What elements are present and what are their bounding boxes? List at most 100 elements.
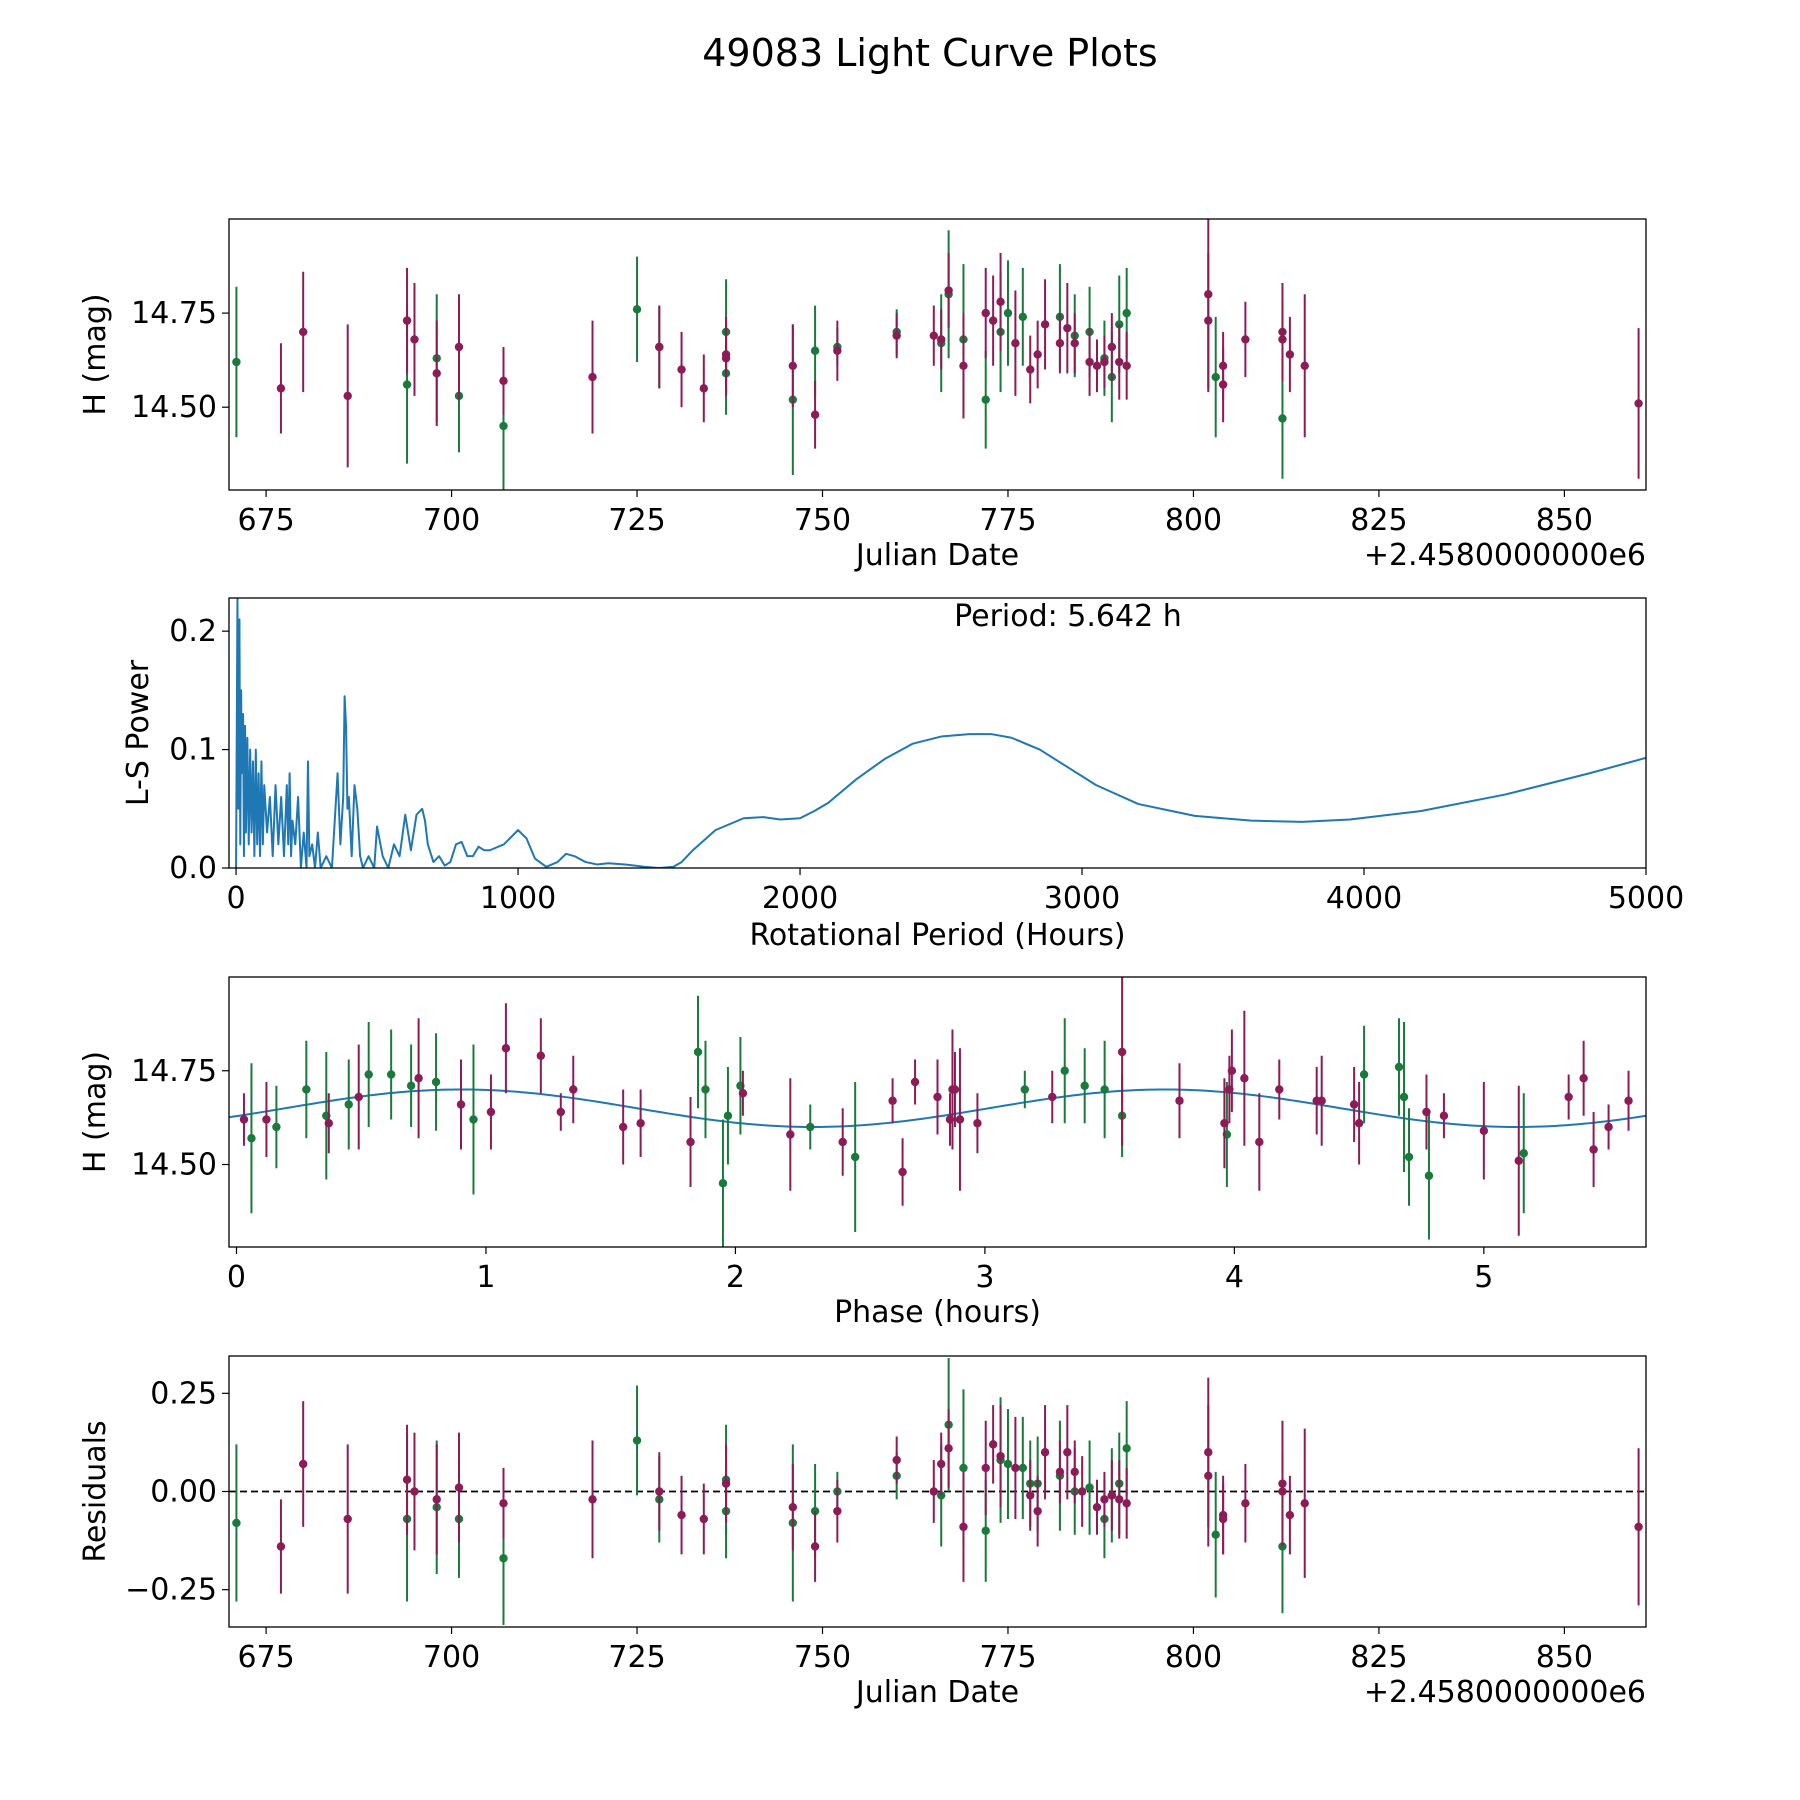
data-point-green — [723, 1111, 733, 1120]
y-tick-label: 0.1 — [169, 733, 217, 768]
data-point-purple — [1040, 1448, 1050, 1457]
data-point-green — [1424, 1171, 1434, 1180]
data-point-green — [232, 357, 241, 367]
y-tick-label: −0.25 — [125, 1573, 217, 1608]
data-point-purple — [1033, 1506, 1042, 1516]
data-point-purple — [298, 1459, 308, 1469]
data-point-purple — [933, 1092, 942, 1102]
x-tick-label: 700 — [423, 1640, 480, 1675]
axes-frame — [228, 597, 1647, 869]
data-point-green — [810, 346, 820, 355]
data-point-purple — [1589, 1145, 1598, 1154]
data-point-purple — [1115, 357, 1124, 367]
data-point-green — [959, 1463, 968, 1473]
data-point-purple — [1227, 1066, 1237, 1075]
x-axis-label: Rotational Period (Hours) — [749, 918, 1125, 953]
data-point-purple — [950, 1085, 960, 1094]
data-point-purple — [892, 331, 901, 340]
data-point-purple — [454, 1483, 464, 1492]
data-point-green — [406, 1081, 416, 1090]
data-point-purple — [499, 376, 508, 386]
data-point-purple — [1317, 1096, 1326, 1105]
data-point-green — [632, 1436, 642, 1445]
data-point-green — [1359, 1070, 1369, 1079]
data-point-purple — [888, 1096, 897, 1105]
x-tick-label: 3000 — [1044, 881, 1120, 916]
x-tick-label: 1 — [476, 1260, 495, 1295]
data-point-green — [1211, 1530, 1220, 1539]
x-axis-label: Julian Date — [854, 1675, 1019, 1710]
x-tick-label: 5 — [1474, 1260, 1493, 1295]
x-tick-label: 825 — [1350, 503, 1407, 538]
data-point-green — [981, 1526, 990, 1535]
data-point-purple — [959, 361, 968, 370]
data-point-purple — [892, 1455, 901, 1465]
x-tick-label: 725 — [608, 1640, 665, 1675]
x-tick-label: 2000 — [762, 881, 838, 916]
data-point-purple — [1240, 1074, 1249, 1083]
y-tick-label: 0.2 — [169, 614, 217, 649]
plot-area — [229, 1357, 1646, 1626]
data-point-green — [806, 1122, 815, 1132]
y-tick-label: 0.0 — [169, 851, 217, 886]
data-point-purple — [1479, 1126, 1489, 1135]
y-tick-label: 14.50 — [131, 390, 217, 425]
data-point-purple — [636, 1119, 645, 1128]
data-point-purple — [1218, 361, 1228, 370]
data-point-purple — [1300, 1499, 1309, 1508]
data-point-purple — [1063, 1448, 1072, 1457]
x-tick-label: 4000 — [1326, 881, 1402, 916]
data-point-green — [469, 1115, 478, 1124]
data-point-purple — [1241, 1499, 1250, 1508]
data-point-purple — [973, 1119, 982, 1128]
data-point-green — [499, 421, 508, 431]
data-point-green — [364, 1070, 373, 1079]
data-point-purple — [456, 1100, 466, 1109]
data-point-purple — [699, 384, 709, 393]
data-point-purple — [937, 1459, 946, 1469]
data-point-purple — [1100, 1495, 1109, 1504]
data-point-purple — [1063, 323, 1072, 333]
data-point-purple — [1122, 361, 1131, 370]
data-point-purple — [988, 1440, 998, 1449]
data-point-purple — [655, 342, 664, 352]
data-point-green — [1399, 1092, 1409, 1102]
data-point-purple — [1115, 1495, 1124, 1504]
data-point-purple — [1218, 1514, 1228, 1524]
data-point-purple — [1107, 1491, 1117, 1500]
x-axis-label: Phase (hours) — [834, 1295, 1041, 1330]
figure-title: 49083 Light Curve Plots — [702, 31, 1157, 75]
y-tick-label: 0.00 — [150, 1475, 217, 1510]
data-point-purple — [536, 1051, 546, 1060]
data-point-green — [718, 1179, 728, 1188]
x-tick-label: 5000 — [1608, 881, 1684, 916]
data-point-green — [344, 1100, 353, 1109]
data-point-green — [499, 1554, 508, 1563]
data-point-green — [850, 1152, 860, 1162]
data-point-purple — [1422, 1107, 1431, 1117]
data-point-green — [247, 1134, 256, 1143]
axes-frame — [228, 1355, 1647, 1628]
data-point-purple — [788, 1503, 798, 1512]
data-point-green — [1211, 372, 1220, 382]
data-point-purple — [501, 1044, 511, 1053]
x-tick-label: 1000 — [480, 881, 556, 916]
data-point-green — [632, 305, 642, 314]
data-point-purple — [955, 1115, 965, 1124]
data-point-purple — [1278, 335, 1287, 344]
data-point-green — [1003, 308, 1013, 318]
data-point-purple — [402, 1475, 412, 1484]
data-point-purple — [1354, 1119, 1364, 1128]
data-point-green — [1394, 1062, 1404, 1072]
data-point-green — [1519, 1149, 1528, 1158]
data-point-green — [981, 395, 990, 404]
data-point-green — [1278, 414, 1287, 423]
x-tick-label: 700 — [423, 503, 480, 538]
data-point-purple — [324, 1119, 333, 1128]
data-point-purple — [1107, 342, 1117, 352]
data-point-purple — [432, 369, 441, 378]
x-tick-label: 825 — [1350, 1640, 1407, 1675]
x-tick-label: 800 — [1165, 503, 1222, 538]
data-point-purple — [1349, 1100, 1359, 1109]
data-point-purple — [786, 1130, 795, 1139]
